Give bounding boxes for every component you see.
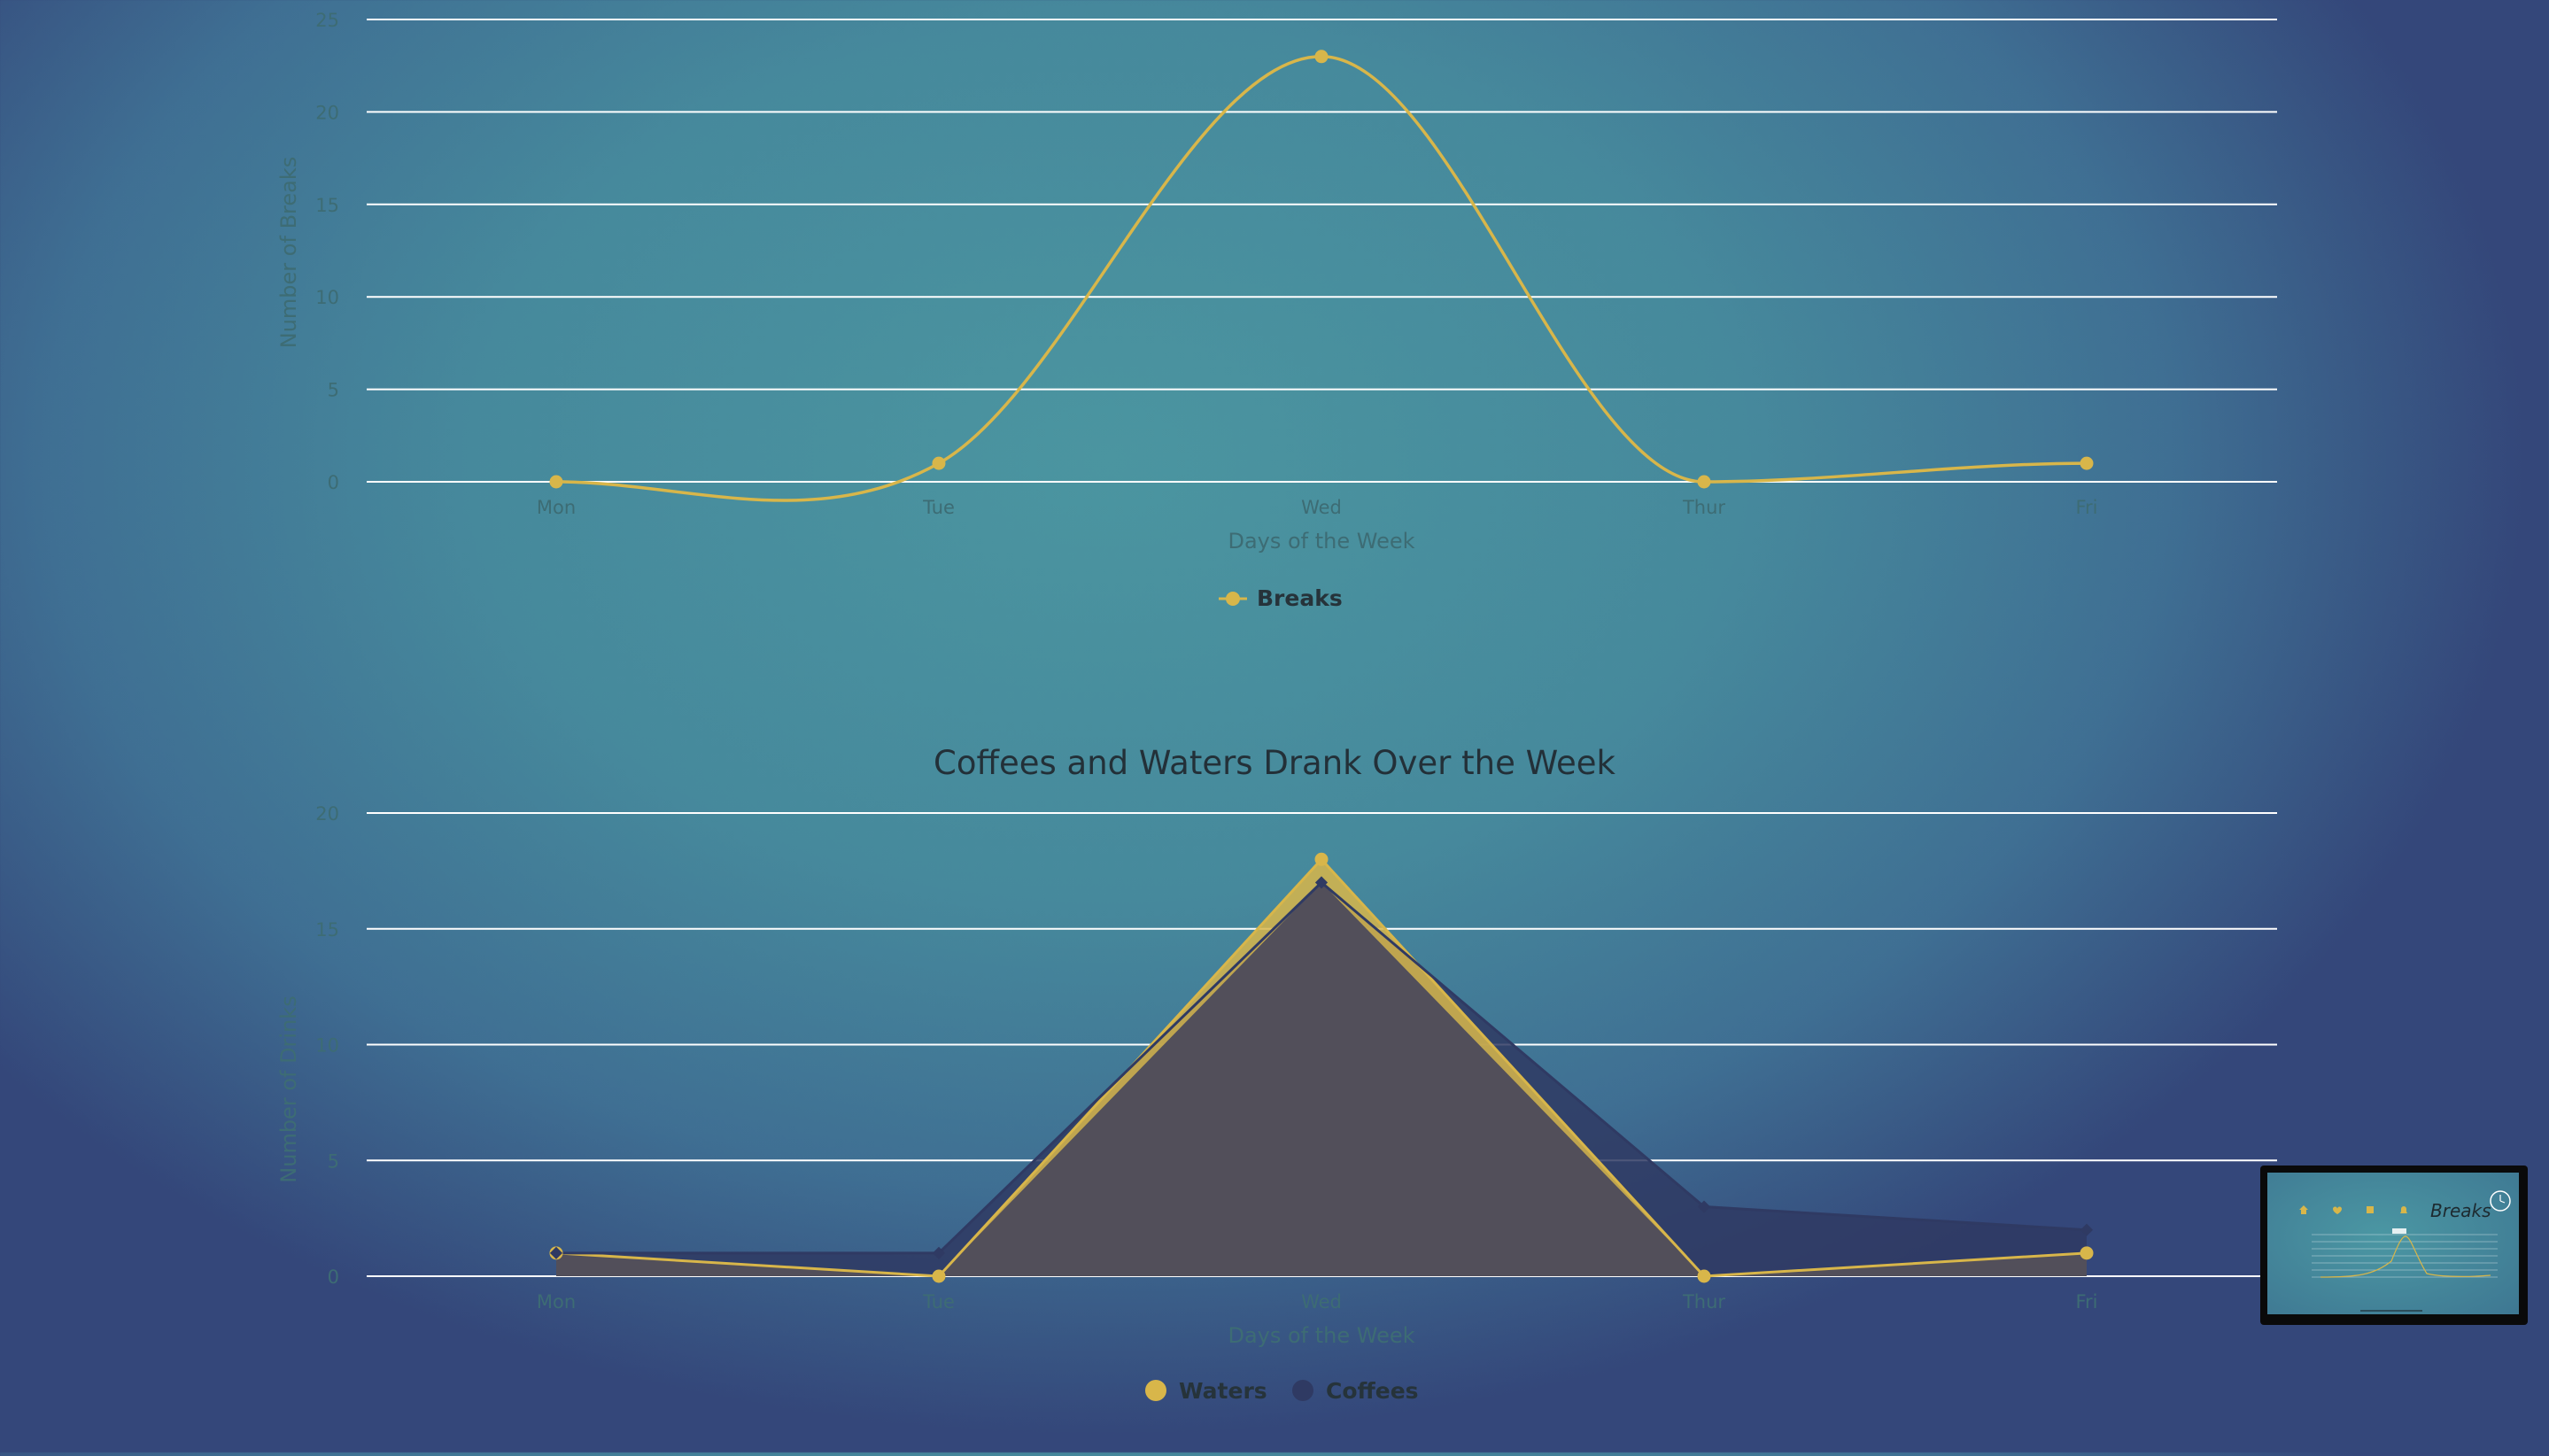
y-tick-label: 20: [315, 102, 339, 123]
x-tick-label: Mon: [537, 1291, 576, 1313]
x-tick-label: Tue: [922, 497, 955, 518]
page-thumbnail-preview: Breaks: [2267, 1173, 2519, 1314]
y-tick-label: 5: [328, 380, 339, 401]
heart-icon: [2333, 1206, 2342, 1214]
x-tick-label: Fri: [2075, 1291, 2097, 1313]
waters-point[interactable]: [1314, 852, 1329, 866]
y-tick-label: 10: [315, 287, 339, 308]
legend-breaks-marker: [1226, 592, 1240, 606]
legend-coffees-marker: [1292, 1380, 1313, 1401]
breaks-chart-svg: 0 5 10 15 20 25 Mon Tue Wed Thur Fri Number of Br…: [276, 10, 2277, 611]
breaks-point[interactable]: [932, 456, 946, 470]
y-tick-label: 15: [315, 919, 339, 941]
drinks-chart-legend[interactable]: Waters Coffees: [1145, 1378, 1419, 1404]
breaks-point[interactable]: [2080, 456, 2094, 470]
x-tick-label: Mon: [537, 497, 576, 518]
legend-breaks-label: Breaks: [1257, 585, 1343, 611]
x-tick-label: Fri: [2075, 497, 2097, 518]
waters-point[interactable]: [2080, 1246, 2094, 1260]
breaks-series-line: [555, 55, 2088, 502]
overlap-area: [556, 882, 2087, 1276]
y-tick-label: 0: [328, 472, 339, 493]
y-tick-label: 15: [315, 195, 339, 216]
y-tick-label: 5: [328, 1150, 339, 1172]
legend-coffees-label: Coffees: [1326, 1378, 1419, 1404]
x-tick-label: Wed: [1301, 1291, 1342, 1313]
y-tick-label: 20: [315, 803, 339, 825]
breaks-point[interactable]: [549, 475, 563, 489]
breaks-point[interactable]: [1697, 475, 1711, 489]
waters-point[interactable]: [1697, 1269, 1711, 1283]
breaks-point[interactable]: [1314, 50, 1329, 64]
y-tick-label: 25: [315, 10, 339, 31]
y-tick-label: 0: [328, 1266, 339, 1288]
x-tick-label: Thur: [1682, 1291, 1725, 1313]
drinks-chart-xlabel: Days of the Week: [1228, 1323, 1414, 1348]
coffees-point[interactable]: [932, 1246, 946, 1259]
calendar-icon: [2367, 1206, 2374, 1213]
home-icon: [2299, 1205, 2308, 1214]
coffees-point[interactable]: [549, 1246, 563, 1259]
thumbnail-svg: Breaks: [2299, 1190, 2511, 1312]
drinks-chart-svg: Coffees and Waters Drank Over the Week 0…: [276, 744, 2277, 1404]
waters-point[interactable]: [932, 1269, 946, 1283]
y-tick-label: 10: [315, 1035, 339, 1057]
breaks-chart-legend[interactable]: Breaks: [1219, 585, 1343, 611]
drinks-chart-ylabel: Number of Drinks: [276, 995, 301, 1182]
breaks-chart-xlabel: Days of the Week: [1228, 529, 1414, 554]
x-tick-label: Tue: [922, 1291, 955, 1313]
coffees-point[interactable]: [1314, 876, 1329, 889]
thumbnail-title: Breaks: [2430, 1200, 2491, 1221]
breaks-chart: 0 5 10 15 20 25 Mon Tue Wed Thur Fri Number of Br…: [0, 0, 2549, 638]
drinks-chart: Coffees and Waters Drank Over the Week 0…: [0, 726, 2549, 1452]
clock-icon: [2490, 1190, 2511, 1212]
x-tick-label: Thur: [1682, 497, 1725, 518]
x-tick-label: Wed: [1301, 497, 1342, 518]
coffees-point[interactable]: [1697, 1200, 1711, 1213]
drinks-chart-title: Coffees and Waters Drank Over the Week: [934, 744, 1616, 782]
legend-waters-marker: [1145, 1380, 1166, 1401]
bell-icon: [2400, 1206, 2407, 1213]
page-thumbnail[interactable]: Breaks: [2260, 1166, 2528, 1325]
breaks-chart-ylabel: Number of Breaks: [276, 157, 301, 348]
legend-waters-label: Waters: [1179, 1378, 1267, 1404]
